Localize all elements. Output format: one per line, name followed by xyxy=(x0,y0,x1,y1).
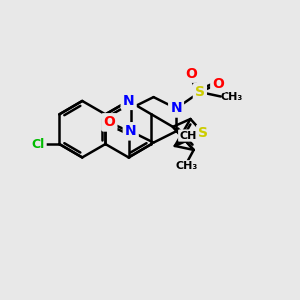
Text: S: S xyxy=(198,126,208,140)
Text: N: N xyxy=(123,94,134,108)
Text: N: N xyxy=(123,94,134,108)
Text: CH₃: CH₃ xyxy=(221,92,243,101)
Text: S: S xyxy=(195,85,205,99)
Text: N: N xyxy=(125,124,136,138)
Text: O: O xyxy=(186,67,197,81)
Text: Cl: Cl xyxy=(31,138,45,151)
Text: O: O xyxy=(212,77,224,91)
Text: CH₃: CH₃ xyxy=(175,161,197,171)
Text: O: O xyxy=(212,77,224,91)
Text: S: S xyxy=(195,85,205,99)
Text: N: N xyxy=(170,101,182,116)
Text: Cl: Cl xyxy=(31,138,45,151)
Text: O: O xyxy=(103,116,115,129)
Text: N: N xyxy=(170,101,182,116)
Text: S: S xyxy=(198,126,208,140)
Text: O: O xyxy=(186,67,197,81)
Text: N: N xyxy=(125,124,136,138)
Text: O: O xyxy=(103,116,115,129)
Text: CH₃: CH₃ xyxy=(179,130,202,140)
